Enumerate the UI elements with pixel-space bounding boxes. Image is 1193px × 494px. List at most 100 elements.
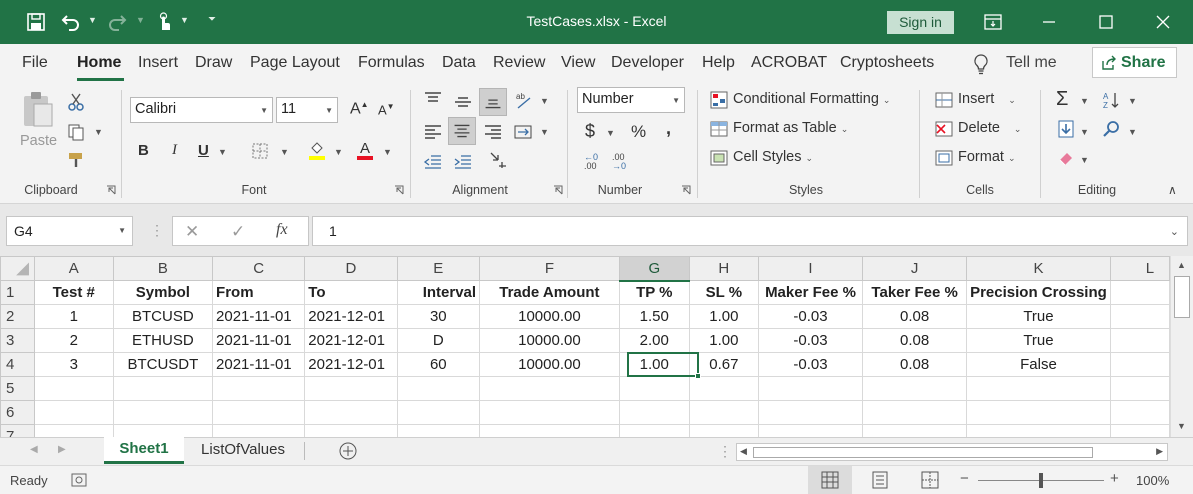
table-cell[interactable] — [112, 376, 214, 401]
fill-color-icon[interactable] — [307, 139, 327, 160]
fill-handle[interactable] — [695, 373, 701, 379]
new-sheet-icon[interactable] — [338, 441, 358, 461]
maximize-icon[interactable] — [1094, 10, 1118, 34]
delete-cells-icon[interactable] — [934, 119, 954, 139]
close-icon[interactable] — [1151, 10, 1175, 34]
table-cell[interactable] — [112, 400, 214, 425]
table-cell[interactable] — [212, 424, 306, 437]
tab-formulas[interactable]: Formulas — [358, 54, 425, 71]
currency-dropdown-icon[interactable]: ▼ — [606, 128, 615, 138]
row-header[interactable]: 2 — [0, 304, 35, 329]
number-format-combobox[interactable]: Number ▼ — [577, 87, 685, 113]
tab-home[interactable]: Home — [77, 54, 122, 71]
row-header[interactable]: 4 — [0, 352, 35, 377]
cell-h1[interactable]: SL % — [688, 280, 759, 305]
tab-view[interactable]: View — [561, 54, 596, 71]
row-header[interactable]: 7 — [0, 424, 35, 437]
format-as-table-button[interactable]: Format as Table ⌄ — [733, 120, 849, 136]
table-cell[interactable] — [688, 424, 759, 437]
alignment-launcher-icon[interactable] — [553, 185, 563, 195]
underline-button[interactable]: U — [198, 142, 209, 159]
zoom-level[interactable]: 100% — [1136, 473, 1170, 488]
table-cell[interactable] — [479, 424, 620, 437]
cell-f1[interactable]: Trade Amount — [479, 280, 620, 305]
autosum-dropdown-icon[interactable]: ▼ — [1080, 96, 1089, 106]
table-cell[interactable] — [212, 400, 306, 425]
orientation-dropdown-icon[interactable]: ▼ — [540, 96, 549, 106]
table-cell[interactable]: True — [966, 304, 1111, 329]
cell-e1[interactable]: Interval — [396, 280, 481, 305]
undo-icon[interactable] — [60, 12, 80, 32]
table-cell[interactable]: 2021-11-01 — [212, 352, 306, 377]
table-cell[interactable]: 1.00 — [688, 304, 759, 329]
table-cell[interactable]: 2021-12-01 — [304, 328, 398, 353]
bold-button[interactable]: B — [138, 142, 149, 159]
table-cell[interactable]: 2021-12-01 — [304, 352, 398, 377]
align-middle-icon[interactable] — [453, 92, 473, 112]
table-cell[interactable]: BTCUSDT — [112, 352, 214, 377]
undo-dropdown-icon[interactable]: ▼ — [88, 15, 97, 25]
sign-in-button[interactable]: Sign in — [887, 11, 954, 34]
table-cell[interactable]: 0.08 — [862, 352, 968, 377]
tab-developer[interactable]: Developer — [611, 54, 684, 71]
table-cell[interactable]: 0.08 — [862, 304, 968, 329]
copy-icon[interactable] — [66, 122, 86, 142]
table-cell[interactable]: 10000.00 — [479, 304, 620, 329]
table-cell[interactable]: 2 — [33, 328, 114, 353]
table-cell[interactable] — [757, 400, 864, 425]
scroll-right-icon[interactable]: ▶ — [1156, 446, 1163, 456]
collapse-ribbon-icon[interactable]: ∧ — [1168, 183, 1177, 197]
table-cell[interactable]: -0.03 — [757, 328, 864, 353]
table-cell[interactable] — [688, 376, 759, 401]
table-cell[interactable]: 1.00 — [688, 328, 759, 353]
accessibility-icon[interactable] — [70, 471, 88, 489]
select-all-corner[interactable] — [0, 256, 35, 281]
cancel-entry-icon[interactable]: ✕ — [185, 222, 200, 241]
insert-cells-icon[interactable] — [934, 90, 954, 110]
name-box[interactable]: G4 ▼ — [6, 216, 133, 246]
shrink-font-button[interactable]: A▼ — [378, 102, 395, 118]
percent-button[interactable]: % — [631, 122, 647, 141]
cell-styles-button[interactable]: Cell Styles ⌄ — [733, 149, 814, 165]
delete-cells-button[interactable]: Delete ⌄ — [958, 120, 1022, 136]
share-button[interactable]: Share — [1092, 47, 1177, 78]
font-color-icon[interactable]: A — [355, 139, 375, 160]
vertical-scrollbar[interactable]: ▲ ▼ — [1170, 256, 1193, 437]
zoom-out-button[interactable]: − — [960, 470, 969, 487]
table-cell[interactable]: 1 — [33, 304, 114, 329]
tab-split-grip-icon[interactable]: ⋮ — [718, 443, 732, 459]
page-break-view-icon[interactable] — [920, 471, 940, 489]
touch-mode-icon[interactable] — [154, 12, 174, 32]
row-header[interactable]: 3 — [0, 328, 35, 353]
tab-draw[interactable]: Draw — [195, 54, 233, 71]
tab-page-layout[interactable]: Page Layout — [250, 54, 340, 71]
autosum-icon[interactable]: Σ — [1056, 88, 1069, 110]
table-cell[interactable] — [112, 424, 214, 437]
sheet-tab-sheet1[interactable]: Sheet1 — [104, 437, 184, 464]
cell-g1[interactable]: TP % — [618, 280, 690, 305]
column-header-a[interactable]: A — [33, 256, 114, 281]
table-cell[interactable] — [1109, 400, 1170, 425]
table-cell[interactable] — [618, 424, 690, 437]
horizontal-scroll-thumb[interactable] — [753, 447, 1093, 458]
normal-view-button[interactable] — [808, 466, 852, 494]
customize-qat-icon[interactable]: ⏷ — [208, 14, 216, 25]
table-cell[interactable]: 30 — [396, 304, 481, 329]
formula-input[interactable]: 1 ⌄ — [312, 216, 1188, 246]
table-cell[interactable] — [618, 376, 690, 401]
copy-dropdown-icon[interactable]: ▼ — [94, 127, 103, 137]
table-cell[interactable] — [1109, 376, 1170, 401]
align-bottom-button[interactable] — [479, 88, 507, 116]
conditional-formatting-icon[interactable] — [709, 90, 729, 110]
fill-dropdown-icon[interactable]: ▼ — [1080, 127, 1089, 137]
table-cell[interactable]: 2.00 — [618, 328, 690, 353]
sheet-tab-listofvalues[interactable]: ListOfValues — [201, 441, 285, 458]
cell-i1[interactable]: Maker Fee % — [757, 280, 864, 305]
table-cell[interactable] — [688, 400, 759, 425]
worksheet-grid[interactable]: A B C D E F G H I J K L 1 Test # Symbol … — [0, 256, 1170, 437]
table-cell[interactable]: True — [966, 328, 1111, 353]
format-as-table-icon[interactable] — [709, 119, 729, 139]
minimize-icon[interactable] — [1037, 10, 1061, 34]
tab-acrobat[interactable]: ACROBAT — [751, 54, 828, 71]
